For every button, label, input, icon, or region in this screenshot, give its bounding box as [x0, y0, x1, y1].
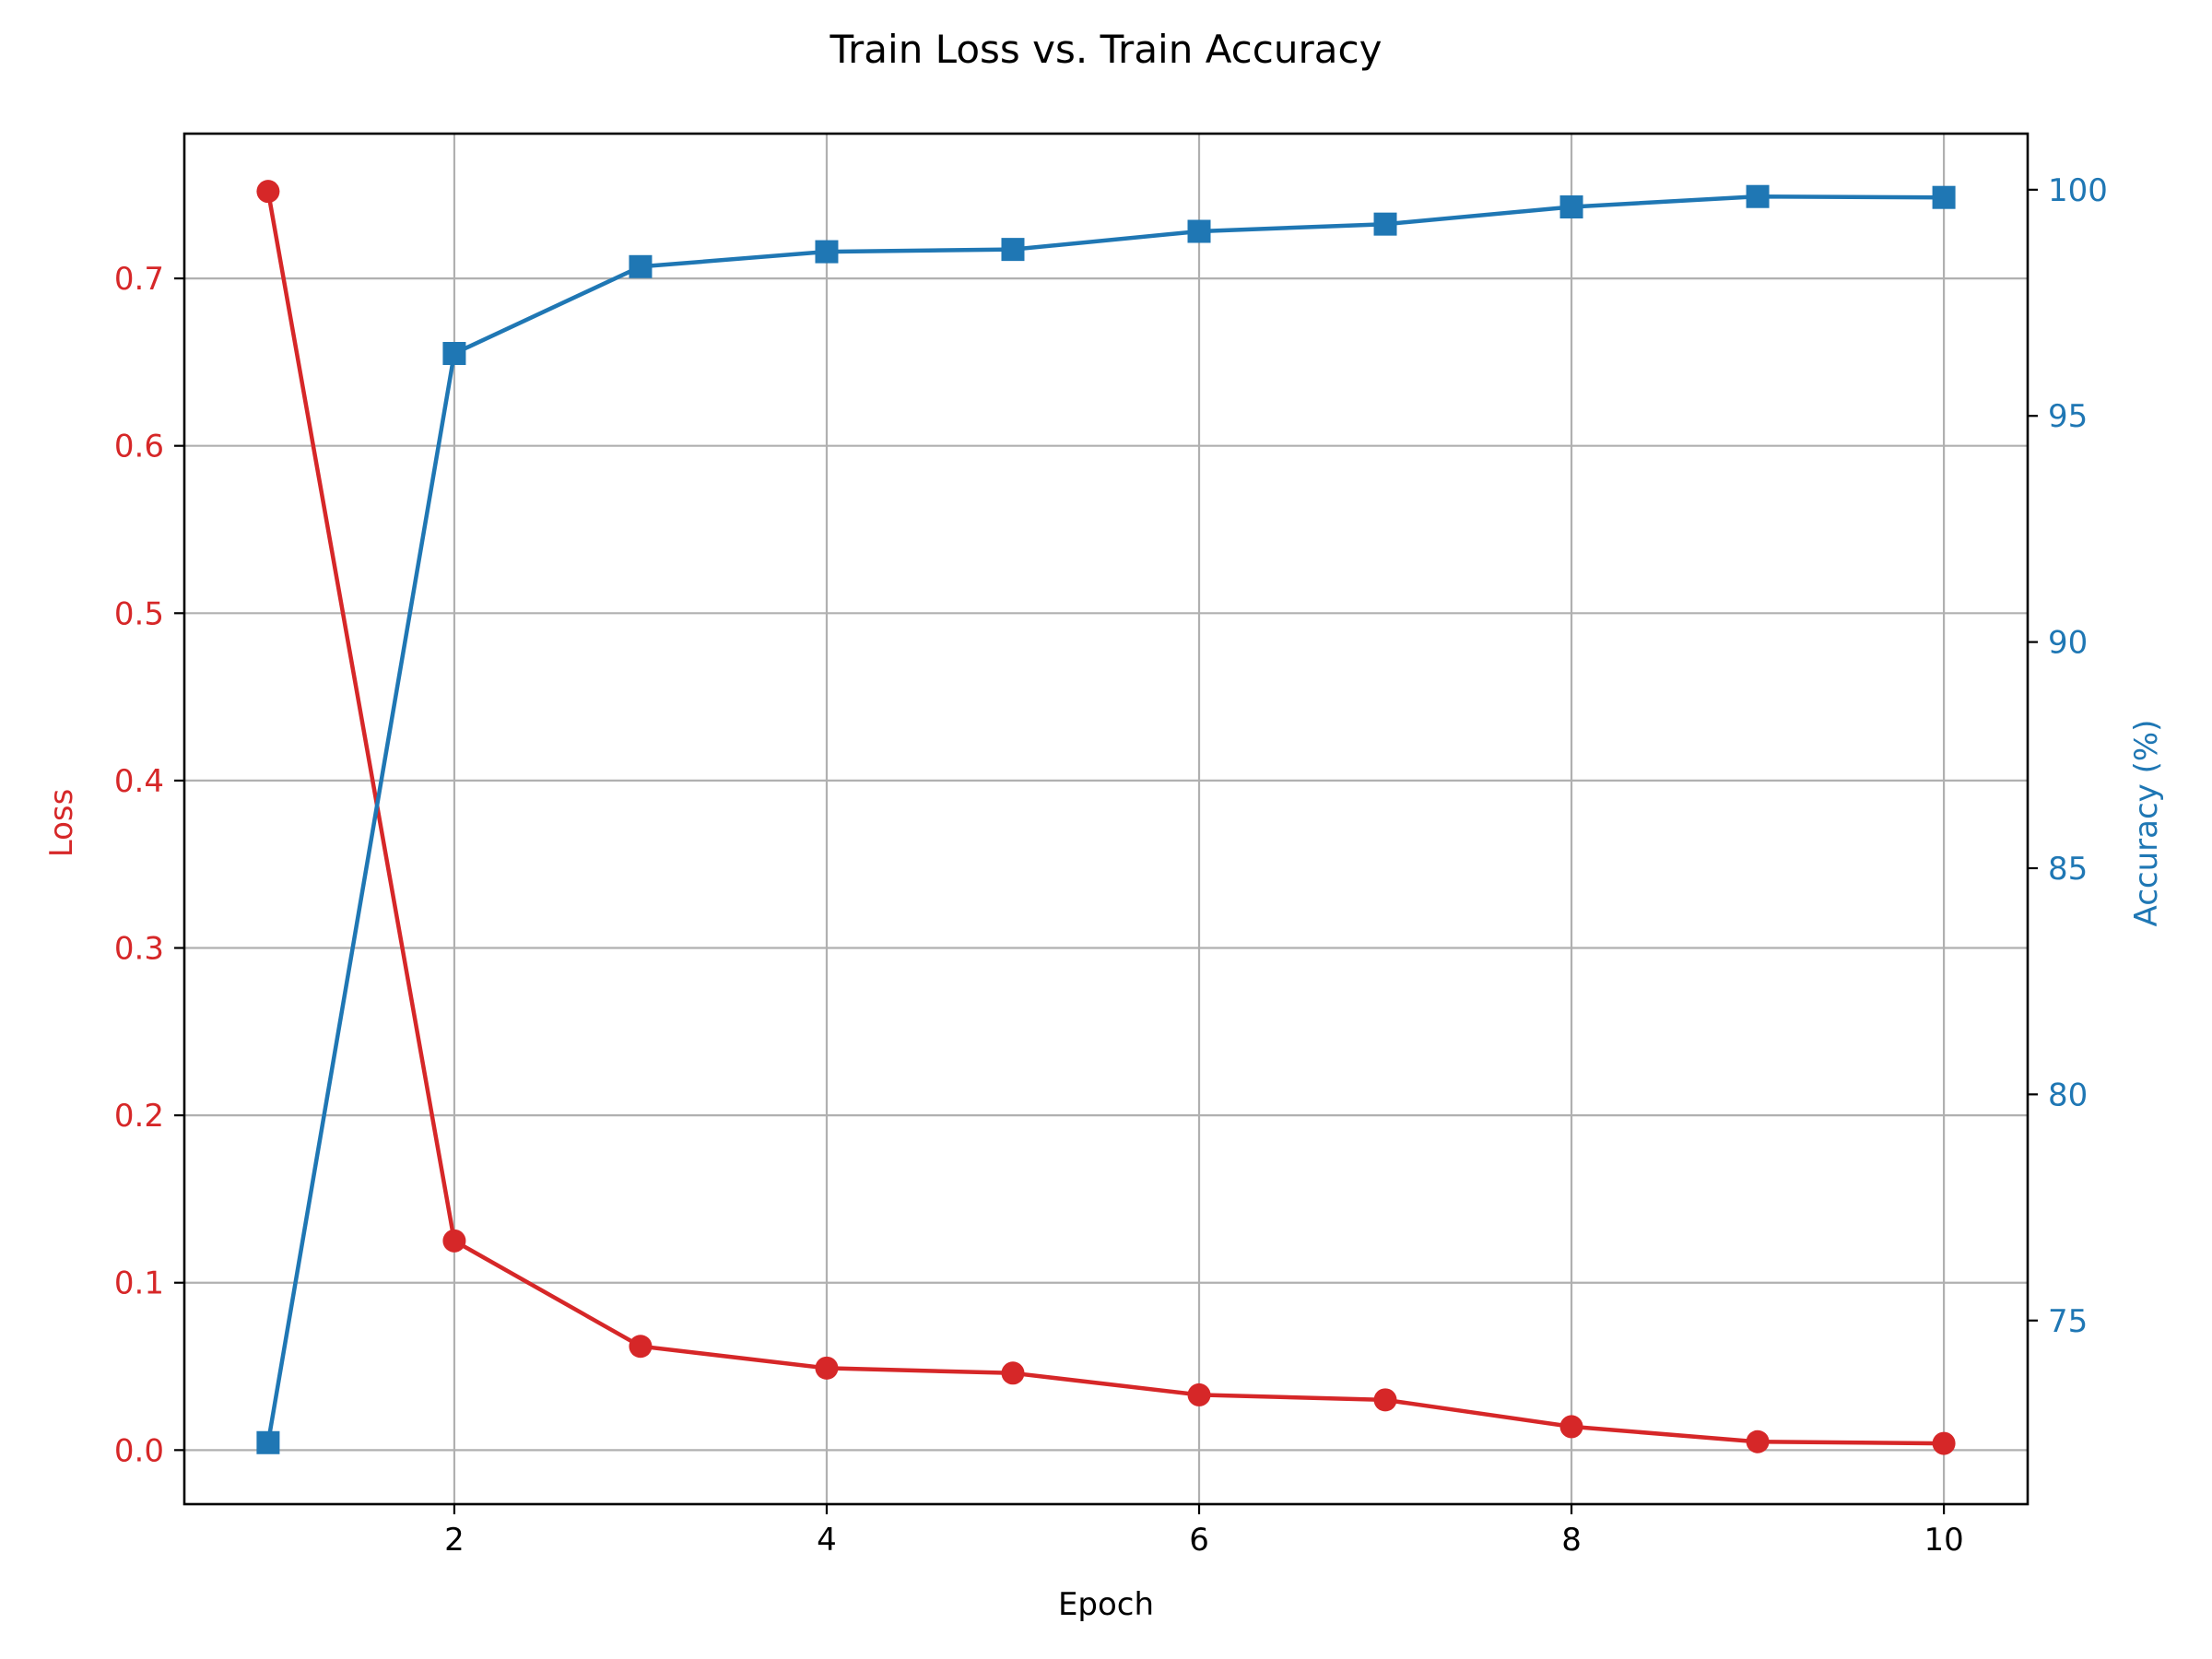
y-right-tick-label: 100 — [2048, 172, 2108, 209]
loss-line — [265, 191, 1945, 1446]
x-tick-label: 2 — [444, 1522, 465, 1559]
y-right-tick-label: 85 — [2048, 851, 2088, 888]
y-right-tick-label: 95 — [2048, 398, 2088, 435]
accuracy-point — [815, 240, 839, 264]
y-right-tick-label: 90 — [2048, 625, 2088, 662]
y-left-tick-label: 0.3 — [114, 931, 164, 968]
loss-point — [442, 1229, 466, 1253]
y-left-tick-label: 0.7 — [114, 261, 164, 298]
loss-point — [1559, 1415, 1583, 1439]
loss-point — [256, 180, 280, 204]
loss-point — [1932, 1431, 1956, 1455]
y-left-tick-label: 0.4 — [114, 763, 164, 800]
chart-title: Train Loss vs. Train Accuracy — [830, 27, 1382, 72]
accuracy-point — [256, 1430, 280, 1454]
accuracy-point — [1187, 219, 1211, 243]
y-left-tick-label: 0.2 — [114, 1098, 164, 1135]
y-right-tick-label: 80 — [2048, 1077, 2088, 1113]
accuracy-point — [442, 342, 466, 366]
x-axis-title: Epoch — [1058, 1586, 1154, 1623]
accuracy-point — [1373, 212, 1397, 236]
accuracy-point — [629, 254, 653, 278]
plot-frame — [182, 132, 2030, 1506]
accuracy-point — [1001, 238, 1025, 262]
loss-point — [1746, 1430, 1770, 1453]
y-left-axis-title: Loss — [43, 789, 80, 858]
accuracy-point — [1932, 185, 1956, 209]
y-left-tick-label: 0.5 — [114, 595, 164, 632]
accuracy-point — [1559, 195, 1583, 219]
y-left-tick-label: 0.0 — [114, 1432, 164, 1469]
series-layer — [256, 180, 1956, 1455]
x-tick-label: 6 — [1189, 1522, 1209, 1559]
y-right-axis-title: Accuracy (%) — [2128, 720, 2165, 927]
axis-layer: 2 4 6 8 10 0.0 0.1 0.2 0.3 0.4 0.5 0.6 0.7 75 80 85 90 95… — [114, 132, 2108, 1559]
y-right-tick-label: 75 — [2048, 1303, 2088, 1340]
loss-point — [629, 1335, 653, 1359]
x-tick-label: 10 — [1924, 1522, 1963, 1559]
grid-layer — [184, 134, 2028, 1504]
loss-point — [1001, 1361, 1025, 1385]
loss-point — [1373, 1388, 1397, 1412]
loss-point — [815, 1356, 839, 1380]
y-left-tick-label: 0.1 — [114, 1265, 164, 1302]
accuracy-point — [1746, 184, 1770, 208]
y-left-tick-label: 0.6 — [114, 429, 164, 465]
loss-point — [1187, 1382, 1211, 1406]
x-tick-label: 8 — [1561, 1522, 1582, 1559]
accuracy-line — [265, 194, 1945, 1443]
x-tick-label: 4 — [817, 1522, 837, 1559]
